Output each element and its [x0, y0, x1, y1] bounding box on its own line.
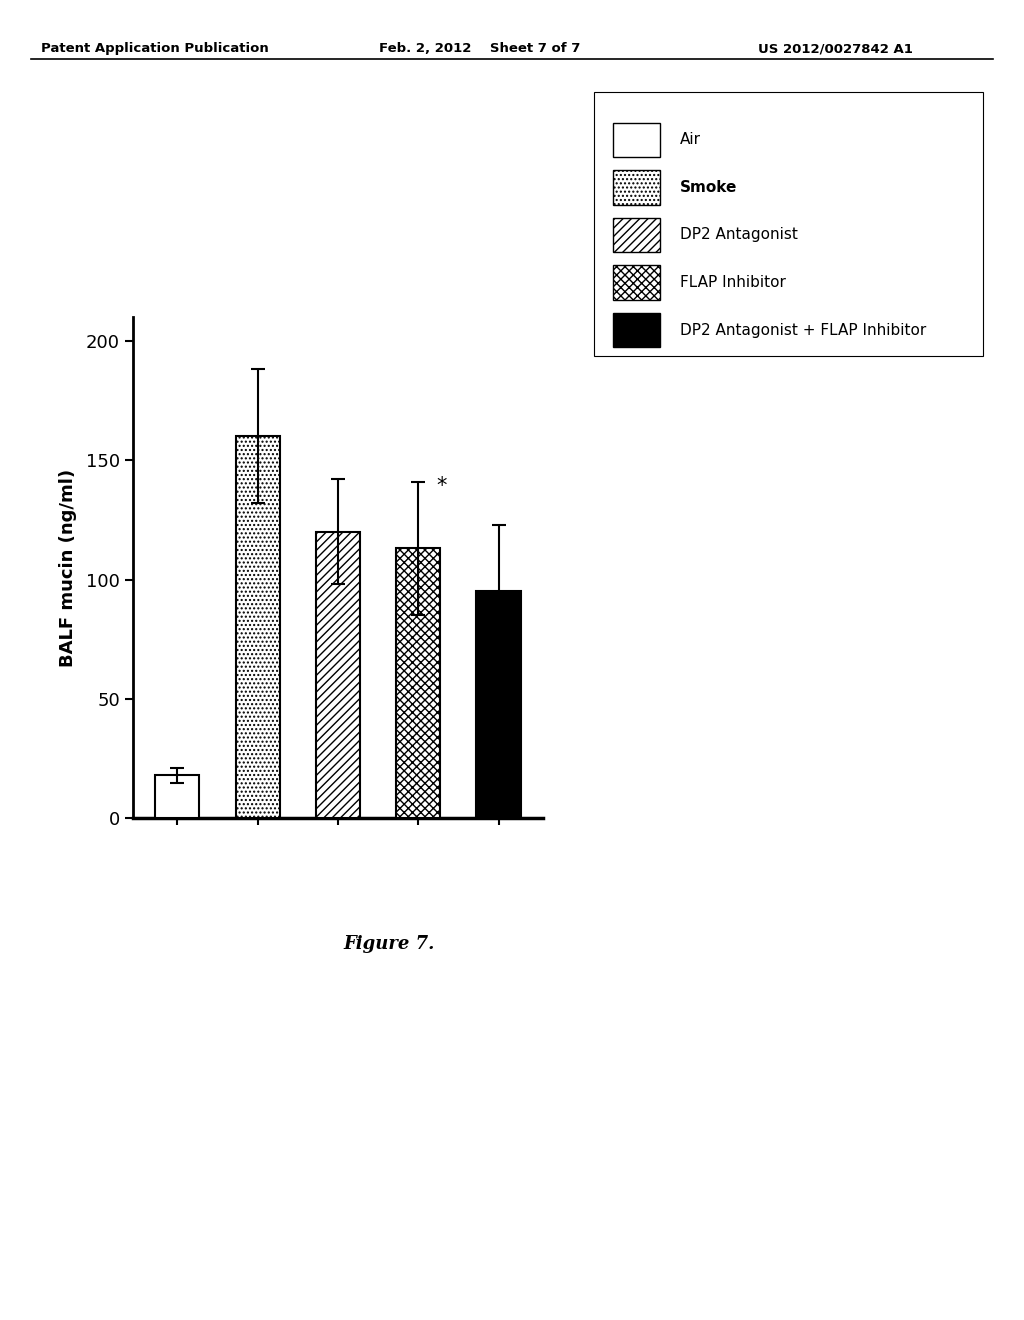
Bar — [156, 775, 200, 818]
Text: Feb. 2, 2012    Sheet 7 of 7: Feb. 2, 2012 Sheet 7 of 7 — [379, 42, 581, 55]
FancyBboxPatch shape — [613, 313, 660, 347]
Text: FLAP Inhibitor: FLAP Inhibitor — [680, 275, 785, 290]
Y-axis label: BALF mucin (ng/ml): BALF mucin (ng/ml) — [59, 469, 78, 667]
Text: DP2 Antagonist: DP2 Antagonist — [680, 227, 798, 243]
Bar — [236, 436, 280, 818]
FancyBboxPatch shape — [613, 123, 660, 157]
Text: US 2012/0027842 A1: US 2012/0027842 A1 — [758, 42, 912, 55]
FancyBboxPatch shape — [613, 218, 660, 252]
Text: *: * — [436, 477, 446, 496]
Bar — [315, 532, 360, 818]
Text: Air: Air — [680, 132, 700, 148]
Text: Patent Application Publication: Patent Application Publication — [41, 42, 268, 55]
FancyBboxPatch shape — [613, 170, 660, 205]
FancyBboxPatch shape — [613, 265, 660, 300]
Bar — [476, 591, 520, 818]
Bar — [396, 549, 440, 818]
Text: Smoke: Smoke — [680, 180, 737, 195]
Text: DP2 Antagonist + FLAP Inhibitor: DP2 Antagonist + FLAP Inhibitor — [680, 322, 926, 338]
Text: Figure 7.: Figure 7. — [343, 935, 435, 953]
